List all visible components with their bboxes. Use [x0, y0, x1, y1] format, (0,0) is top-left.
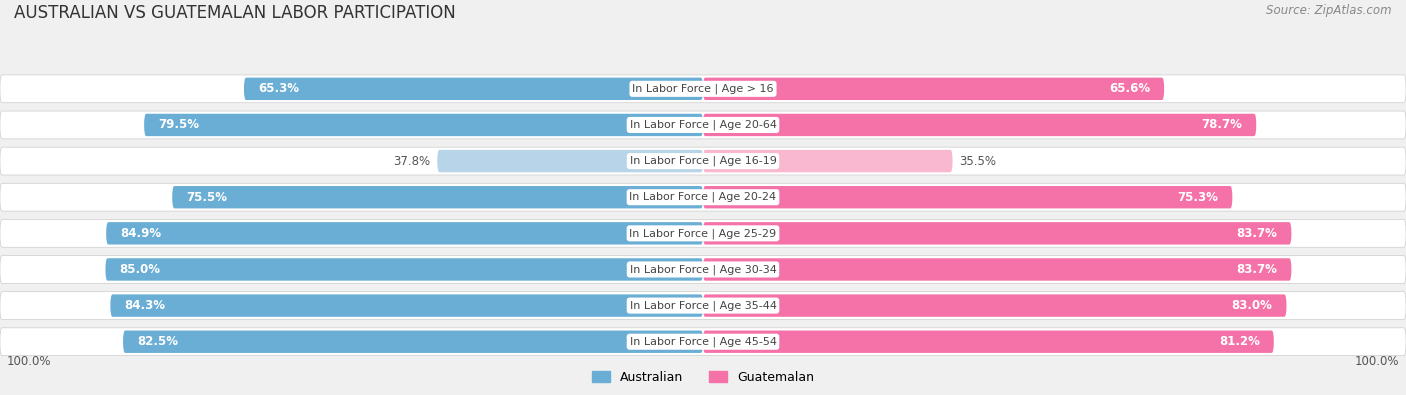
FancyBboxPatch shape — [0, 75, 1406, 103]
FancyBboxPatch shape — [0, 220, 1406, 247]
FancyBboxPatch shape — [0, 292, 1406, 320]
FancyBboxPatch shape — [111, 294, 703, 317]
Legend: Australian, Guatemalan: Australian, Guatemalan — [586, 366, 820, 389]
Text: 83.7%: 83.7% — [1236, 263, 1277, 276]
Text: 83.0%: 83.0% — [1232, 299, 1272, 312]
FancyBboxPatch shape — [703, 186, 1233, 209]
Text: 37.8%: 37.8% — [394, 154, 430, 167]
FancyBboxPatch shape — [124, 331, 703, 353]
Text: 82.5%: 82.5% — [138, 335, 179, 348]
Text: 100.0%: 100.0% — [1354, 355, 1399, 368]
Text: In Labor Force | Age 45-54: In Labor Force | Age 45-54 — [630, 337, 776, 347]
FancyBboxPatch shape — [0, 111, 1406, 139]
Text: Source: ZipAtlas.com: Source: ZipAtlas.com — [1267, 4, 1392, 17]
FancyBboxPatch shape — [245, 78, 703, 100]
Text: 79.5%: 79.5% — [159, 118, 200, 132]
Text: 65.3%: 65.3% — [259, 82, 299, 95]
FancyBboxPatch shape — [105, 222, 703, 245]
Text: 78.7%: 78.7% — [1201, 118, 1243, 132]
FancyBboxPatch shape — [703, 258, 1292, 281]
FancyBboxPatch shape — [703, 150, 953, 172]
Text: In Labor Force | Age 20-64: In Labor Force | Age 20-64 — [630, 120, 776, 130]
FancyBboxPatch shape — [0, 147, 1406, 175]
Text: 81.2%: 81.2% — [1219, 335, 1260, 348]
FancyBboxPatch shape — [703, 222, 1292, 245]
Text: AUSTRALIAN VS GUATEMALAN LABOR PARTICIPATION: AUSTRALIAN VS GUATEMALAN LABOR PARTICIPA… — [14, 4, 456, 22]
Text: In Labor Force | Age 25-29: In Labor Force | Age 25-29 — [630, 228, 776, 239]
Text: In Labor Force | Age 16-19: In Labor Force | Age 16-19 — [630, 156, 776, 166]
FancyBboxPatch shape — [105, 258, 703, 281]
FancyBboxPatch shape — [0, 183, 1406, 211]
Text: In Labor Force | Age 30-34: In Labor Force | Age 30-34 — [630, 264, 776, 275]
Text: 65.6%: 65.6% — [1109, 82, 1150, 95]
FancyBboxPatch shape — [145, 114, 703, 136]
FancyBboxPatch shape — [0, 256, 1406, 283]
FancyBboxPatch shape — [703, 114, 1257, 136]
FancyBboxPatch shape — [703, 294, 1286, 317]
Text: In Labor Force | Age 20-24: In Labor Force | Age 20-24 — [630, 192, 776, 203]
Text: 85.0%: 85.0% — [120, 263, 160, 276]
Text: In Labor Force | Age > 16: In Labor Force | Age > 16 — [633, 84, 773, 94]
Text: 75.5%: 75.5% — [186, 191, 228, 204]
FancyBboxPatch shape — [703, 331, 1274, 353]
FancyBboxPatch shape — [0, 328, 1406, 356]
Text: 83.7%: 83.7% — [1236, 227, 1277, 240]
Text: 84.9%: 84.9% — [120, 227, 162, 240]
Text: 100.0%: 100.0% — [7, 355, 52, 368]
Text: 75.3%: 75.3% — [1177, 191, 1219, 204]
Text: 35.5%: 35.5% — [960, 154, 997, 167]
FancyBboxPatch shape — [173, 186, 703, 209]
FancyBboxPatch shape — [437, 150, 703, 172]
Text: 84.3%: 84.3% — [125, 299, 166, 312]
Text: In Labor Force | Age 35-44: In Labor Force | Age 35-44 — [630, 300, 776, 311]
FancyBboxPatch shape — [703, 78, 1164, 100]
